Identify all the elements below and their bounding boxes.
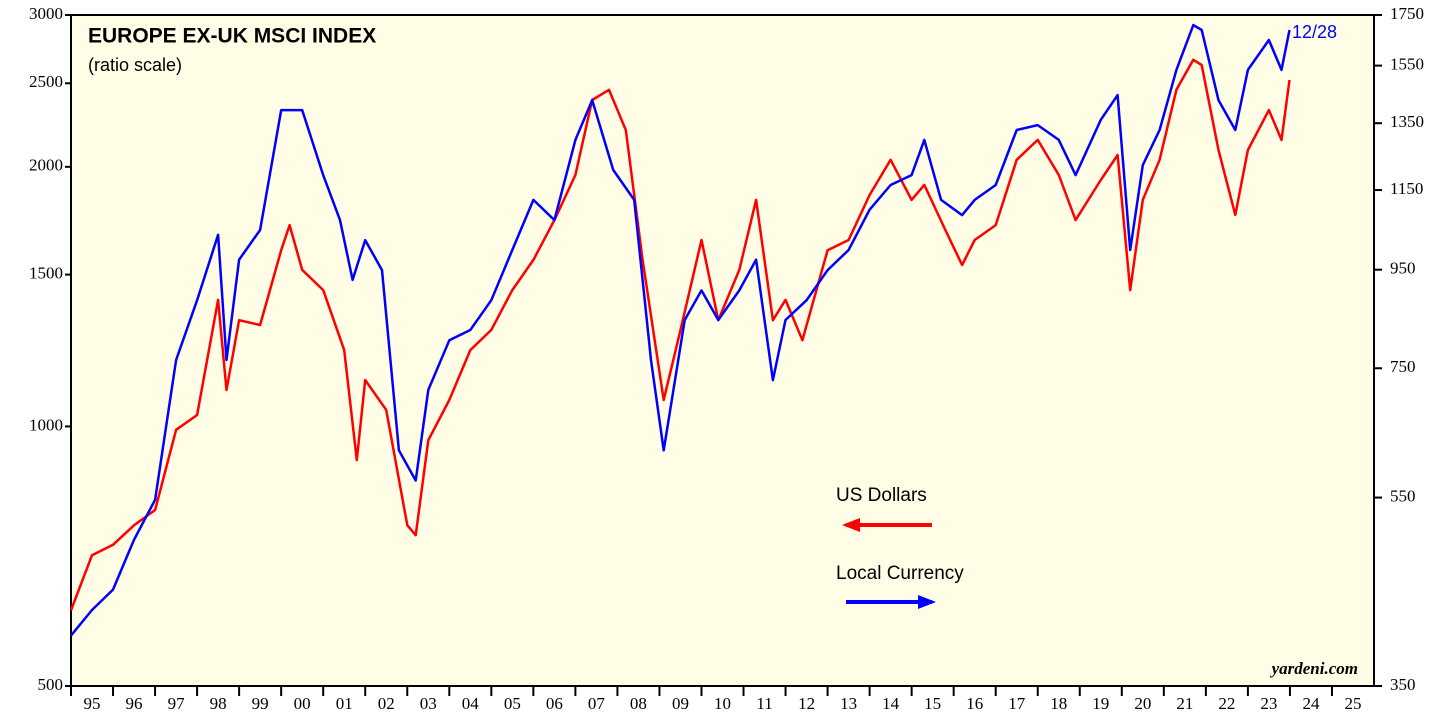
x-tick-label: 12 <box>798 694 815 713</box>
x-tick-label: 24 <box>1302 694 1320 713</box>
x-tick-label: 95 <box>84 694 101 713</box>
legend-arrowhead <box>842 518 860 532</box>
y2-tick-label: 1750 <box>1390 4 1424 23</box>
chart-title: EUROPE EX-UK MSCI INDEX <box>88 25 376 48</box>
y2-tick-label: 750 <box>1390 357 1416 376</box>
x-tick-label: 18 <box>1050 694 1067 713</box>
x-tick-label: 11 <box>756 694 772 713</box>
x-tick-label: 09 <box>672 694 689 713</box>
y-tick-label: 1500 <box>29 263 63 282</box>
y-tick-label: 2500 <box>29 72 63 91</box>
x-tick-label: 17 <box>1008 694 1026 713</box>
x-tick-label: 19 <box>1092 694 1109 713</box>
y2-tick-label: 1150 <box>1390 179 1423 198</box>
x-tick-label: 07 <box>588 694 606 713</box>
y2-tick-label: 950 <box>1390 259 1416 278</box>
legend-label: US Dollars <box>836 485 927 506</box>
y2-tick-label: 1350 <box>1390 112 1424 131</box>
chart-subtitle: (ratio scale) <box>88 55 182 75</box>
y-tick-label: 500 <box>38 675 64 694</box>
x-tick-label: 23 <box>1260 694 1277 713</box>
x-tick-label: 14 <box>882 694 900 713</box>
x-tick-label: 16 <box>966 694 983 713</box>
x-tick-label: 04 <box>462 694 480 713</box>
x-tick-label: 22 <box>1218 694 1235 713</box>
x-tick-label: 15 <box>924 694 941 713</box>
x-tick-label: 00 <box>294 694 311 713</box>
y2-tick-label: 1550 <box>1390 55 1424 74</box>
x-tick-label: 03 <box>420 694 437 713</box>
x-tick-label: 08 <box>630 694 647 713</box>
source: yardeni.com <box>1270 659 1358 678</box>
line-series <box>70 23 1291 637</box>
x-tick-label: 10 <box>714 694 731 713</box>
legend-arrowhead <box>918 595 936 609</box>
plot-area <box>70 14 1375 687</box>
line-series <box>69 58 1291 611</box>
x-tick-label: 02 <box>378 694 395 713</box>
x-tick-label: 01 <box>336 694 353 713</box>
x-tick-label: 20 <box>1134 694 1151 713</box>
x-tick-label: 05 <box>504 694 521 713</box>
x-tick-label: 98 <box>210 694 227 713</box>
x-tick-label: 13 <box>840 694 857 713</box>
x-tick-label: 97 <box>168 694 186 713</box>
y-tick-label: 3000 <box>29 4 63 23</box>
x-tick-label: 25 <box>1344 694 1361 713</box>
y2-tick-label: 550 <box>1390 486 1416 505</box>
x-tick-label: 96 <box>126 694 143 713</box>
x-tick-label: 21 <box>1176 694 1193 713</box>
x-tick-label: 99 <box>252 694 269 713</box>
y2-tick-label: 350 <box>1390 675 1416 694</box>
y-tick-label: 2000 <box>29 156 63 175</box>
y-tick-label: 1000 <box>29 415 63 434</box>
legend-label: Local Currency <box>836 563 964 584</box>
x-tick-label: 06 <box>546 694 563 713</box>
annotation: 12/28 <box>1292 22 1337 42</box>
